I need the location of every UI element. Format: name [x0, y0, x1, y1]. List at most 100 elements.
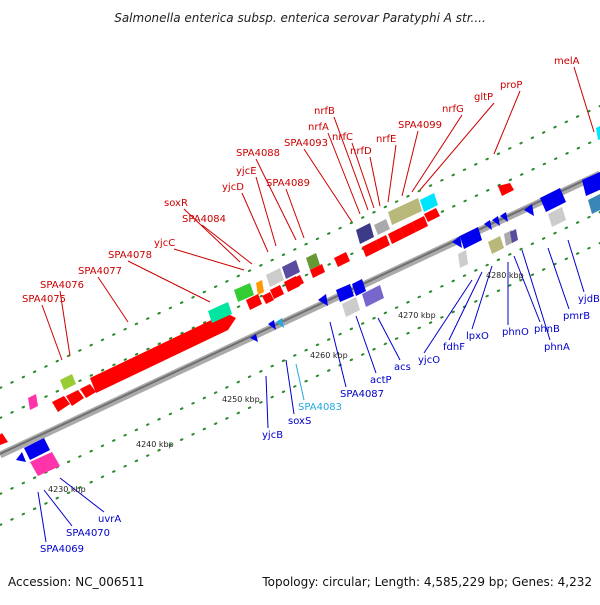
- gene-arrow-prop: [498, 183, 514, 196]
- connector-spa4083: [295, 363, 305, 401]
- gene-box-nrfc: [374, 219, 390, 235]
- connector-spa4087: [329, 321, 347, 388]
- gene-label-spa4078[interactable]: SPA4078: [108, 250, 152, 261]
- connector-nrfb: [333, 116, 369, 211]
- connector-soxs: [285, 359, 295, 415]
- forward-strand-genes: [0, 126, 600, 445]
- gene-box-fdhf: [458, 250, 468, 268]
- gene-box-spa4088: [266, 268, 284, 287]
- connector-spa4093: [303, 148, 353, 223]
- accession-text: Accession: NC_006511: [8, 575, 144, 589]
- gene-arrow-edge: [0, 433, 8, 445]
- kbp-scale-labels: 4230 kbp 4240 kbp 4250 kbp 4260 kbp 4270 kbp…: [48, 271, 524, 494]
- gene-arrow-yjcb: [250, 334, 258, 342]
- kbp-label-3: 4260 kbp: [310, 351, 348, 360]
- outer-forward-track: [0, 105, 600, 389]
- gene-label-soxs[interactable]: soxS: [288, 416, 311, 427]
- inner-reverse-track: [0, 211, 600, 495]
- gene-label-spa4076[interactable]: SPA4076: [40, 280, 84, 291]
- connector-spa4076: [59, 290, 71, 357]
- connector-pmrb: [547, 247, 570, 310]
- guide-tracks: [0, 105, 600, 526]
- gene-label-yjcc[interactable]: yjcC: [154, 238, 175, 249]
- gene-box-acs: [362, 285, 384, 307]
- reverse-strand-genes: [16, 172, 600, 476]
- gene-label-yjce[interactable]: yjcE: [236, 166, 257, 177]
- gene-label-yjcb[interactable]: yjcB: [262, 430, 283, 441]
- gene-label-soxr[interactable]: soxR: [164, 198, 188, 209]
- gene-label-nrfg[interactable]: nrfG: [442, 104, 464, 115]
- connector-nrfg: [411, 114, 463, 193]
- gene-arrow-spa4076: [66, 390, 84, 406]
- genome-backbone-core: [0, 172, 600, 455]
- connector-spa4099: [401, 130, 419, 197]
- gene-label-actp[interactable]: actP: [370, 375, 392, 386]
- gene-arrow-lpxo: [484, 220, 492, 230]
- gene-label-lpxo[interactable]: lpxO: [466, 331, 489, 342]
- gene-label-spa4070[interactable]: SPA4070: [66, 528, 110, 539]
- kbp-label-4: 4270 kbp: [398, 311, 436, 320]
- gene-label-nrfa[interactable]: nrfA: [308, 122, 329, 133]
- kbp-label-2: 4250 kbp: [222, 395, 260, 404]
- gene-label-yjco[interactable]: yjcO: [418, 355, 440, 366]
- gene-label-spa4083[interactable]: SPA4083: [298, 402, 342, 413]
- connector-phna: [521, 249, 551, 341]
- gene-box-soxr: [256, 280, 264, 295]
- connector-yjcc: [173, 248, 245, 271]
- gene-label-spa4089[interactable]: SPA4089: [266, 178, 310, 189]
- gene-label-fdhf[interactable]: fdhF: [443, 342, 465, 353]
- topology-text: Topology: circular; Length: 4,585,229 bp…: [261, 575, 592, 589]
- gene-label-nrfb[interactable]: nrfB: [314, 106, 335, 117]
- connector-spa4088: [255, 158, 297, 241]
- connector-nrfa: [327, 132, 361, 215]
- gene-label-nrfd[interactable]: nrfD: [350, 146, 372, 157]
- gene-label-spa4099[interactable]: SPA4099: [398, 120, 442, 131]
- gene-arrow-spa4093: [310, 264, 325, 278]
- gene-box-nrfd: [388, 198, 422, 225]
- gene-label-yjcd[interactable]: yjcD: [222, 182, 244, 193]
- gene-label-spa4077[interactable]: SPA4077: [78, 266, 122, 277]
- gene-label-phnb[interactable]: phnB: [534, 324, 560, 335]
- gene-label-mela[interactable]: melA: [554, 56, 580, 67]
- connector-soxr: [183, 208, 241, 263]
- kbp-label-0: 4230 kbp: [48, 485, 86, 494]
- gene-box-spa4093: [306, 253, 320, 270]
- gene-arrow-phnb: [500, 212, 508, 222]
- gene-label-pmrb[interactable]: pmrB: [563, 311, 590, 322]
- gene-arrow-pmrb: [540, 188, 566, 212]
- gene-label-yjdb[interactable]: yjdB: [578, 294, 600, 305]
- gene-label-nrfc[interactable]: nrfC: [332, 132, 353, 143]
- connector-spa4077: [97, 276, 129, 323]
- gene-arrow-spa4099: [412, 216, 428, 232]
- gene-box-mela: [596, 126, 600, 140]
- gene-arrow-spa4075: [52, 396, 70, 412]
- gene-arrow-nrfc: [376, 235, 390, 250]
- connector-gltp: [419, 102, 495, 191]
- gene-label-uvra[interactable]: uvrA: [98, 514, 121, 525]
- gene-label-gltp[interactable]: gltP: [474, 92, 493, 103]
- gene-box-nrfa: [356, 223, 374, 244]
- gene-arrow-actp2: [352, 279, 366, 296]
- gene-label-acs[interactable]: acs: [394, 362, 411, 373]
- gene-label-spa4088[interactable]: SPA4088: [236, 148, 280, 159]
- gene-label-spa4087[interactable]: SPA4087: [340, 389, 384, 400]
- gene-label-spa4075[interactable]: SPA4075: [22, 294, 66, 305]
- connector-uvra: [59, 477, 105, 513]
- gene-label-spa4069[interactable]: SPA4069: [40, 544, 84, 555]
- gene-box-spa4084: [234, 283, 254, 302]
- gene-label-nrfe[interactable]: nrfE: [376, 134, 396, 145]
- gene-box-actp: [342, 297, 360, 317]
- gene-arrow-yjcd: [246, 294, 262, 310]
- connector-nrfd: [369, 156, 381, 207]
- gene-label-spa4084[interactable]: SPA4084: [182, 214, 226, 225]
- gene-label-phna[interactable]: phnA: [544, 342, 570, 353]
- connector-spa4069: [37, 491, 47, 543]
- gene-box-yjcc: [208, 302, 232, 323]
- gene-label-phno[interactable]: phnO: [502, 327, 529, 338]
- connector-spa4070: [43, 489, 73, 527]
- gene-label-prop[interactable]: proP: [500, 80, 522, 91]
- gene-label-spa4093[interactable]: SPA4093: [284, 138, 328, 149]
- gene-box-spa4075: [60, 374, 76, 390]
- gene-arrow-spa4078: [90, 313, 236, 393]
